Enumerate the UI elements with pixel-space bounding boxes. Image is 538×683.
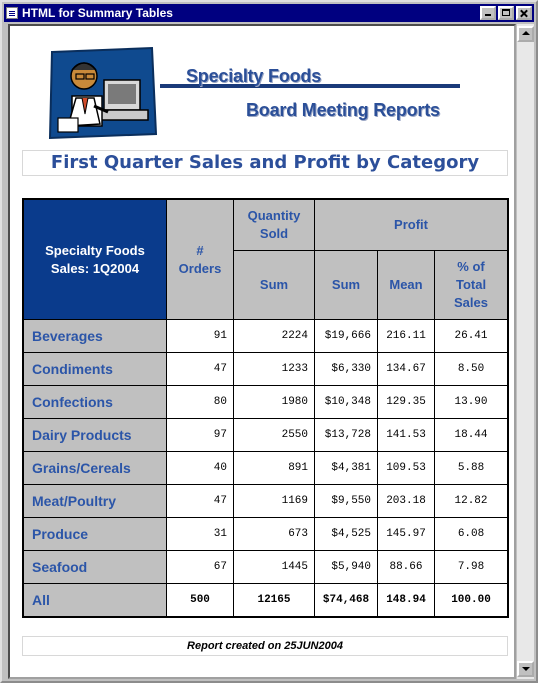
col-header-qty-sum: Sum xyxy=(234,251,314,319)
table-row: Meat/Poultry 47 1169 $9,550 203.18 12.82 xyxy=(24,485,508,517)
row-category: Confections xyxy=(24,386,166,418)
table-row: Seafood 67 1445 $5,940 88.66 7.98 xyxy=(24,551,508,583)
cell-profit-sum: $10,348 xyxy=(315,386,377,418)
banner-divider xyxy=(160,84,460,88)
cell-pct: 13.90 xyxy=(435,386,508,418)
cell-pct: 26.41 xyxy=(435,320,508,352)
title-bar[interactable]: HTML for Summary Tables xyxy=(4,4,534,22)
cell-profit-sum: $6,330 xyxy=(315,353,377,385)
cell-profit-sum: $4,525 xyxy=(315,518,377,550)
orders-label: # Orders xyxy=(178,242,222,276)
cell-profit-sum: $9,550 xyxy=(315,485,377,517)
cell-orders: 97 xyxy=(167,419,233,451)
row-category: Seafood xyxy=(24,551,166,583)
total-category: All xyxy=(24,584,166,616)
row-category: Dairy Products xyxy=(24,419,166,451)
computer-user-logo-icon xyxy=(48,46,158,140)
cell-qty-sum: 891 xyxy=(234,452,314,484)
cell-profit-sum: $19,666 xyxy=(315,320,377,352)
cell-profit-sum: $4,381 xyxy=(315,452,377,484)
row-category: Condiments xyxy=(24,353,166,385)
cell-profit-sum: $13,728 xyxy=(315,419,377,451)
table-row: Confections 80 1980 $10,348 129.35 13.90 xyxy=(24,386,508,418)
table-corner-header: Specialty Foods Sales: 1Q2004 xyxy=(24,200,166,319)
total-profit-mean: 148.94 xyxy=(378,584,434,616)
table-row: Grains/Cereals 40 891 $4,381 109.53 5.88 xyxy=(24,452,508,484)
cell-pct: 7.98 xyxy=(435,551,508,583)
scroll-down-arrow-icon[interactable] xyxy=(517,661,534,677)
pct-label: % of Total Sales xyxy=(454,259,488,310)
table-row: Dairy Products 97 2550 $13,728 141.53 18… xyxy=(24,419,508,451)
cell-orders: 91 xyxy=(167,320,233,352)
cell-profit-mean: 134.67 xyxy=(378,353,434,385)
banner-title: Specialty Foods xyxy=(186,66,322,86)
cell-profit-mean: 145.97 xyxy=(378,518,434,550)
cell-pct: 6.08 xyxy=(435,518,508,550)
col-header-profit-sum: Sum xyxy=(315,251,377,319)
cell-qty-sum: 1445 xyxy=(234,551,314,583)
cell-profit-mean: 129.35 xyxy=(378,386,434,418)
vertical-scrollbar[interactable] xyxy=(516,24,534,679)
report-banner: Specialty Foods Board Meeting Reports xyxy=(40,44,500,144)
total-orders: 500 xyxy=(167,584,233,616)
row-category: Beverages xyxy=(24,320,166,352)
scroll-up-arrow-icon[interactable] xyxy=(517,26,534,42)
row-category: Produce xyxy=(24,518,166,550)
cell-orders: 67 xyxy=(167,551,233,583)
cell-profit-mean: 141.53 xyxy=(378,419,434,451)
col-header-pct-total: % of Total Sales xyxy=(435,251,508,319)
cell-orders: 47 xyxy=(167,353,233,385)
corner-line-2: Sales: 1Q2004 xyxy=(50,260,140,276)
total-profit-sum: $74,468 xyxy=(315,584,377,616)
cell-pct: 5.88 xyxy=(435,452,508,484)
cell-qty-sum: 2224 xyxy=(234,320,314,352)
col-header-quantity: Quantity Sold xyxy=(234,200,314,250)
row-category: Grains/Cereals xyxy=(24,452,166,484)
cell-profit-sum: $5,940 xyxy=(315,551,377,583)
cell-qty-sum: 2550 xyxy=(234,419,314,451)
cell-orders: 47 xyxy=(167,485,233,517)
total-pct: 100.00 xyxy=(435,584,508,616)
document-icon[interactable] xyxy=(6,7,18,19)
total-row: All 500 12165 $74,468 148.94 100.00 xyxy=(24,584,508,616)
cell-orders: 31 xyxy=(167,518,233,550)
col-header-profit-mean: Mean xyxy=(378,251,434,319)
table-row: Beverages 91 2224 $19,666 216.11 26.41 xyxy=(24,320,508,352)
cell-qty-sum: 1169 xyxy=(234,485,314,517)
cell-pct: 12.82 xyxy=(435,485,508,517)
cell-profit-mean: 216.11 xyxy=(378,320,434,352)
total-qty-sum: 12165 xyxy=(234,584,314,616)
cell-orders: 40 xyxy=(167,452,233,484)
col-header-profit: Profit xyxy=(315,200,508,250)
close-button[interactable] xyxy=(516,6,532,20)
maximize-button[interactable] xyxy=(498,6,514,20)
cell-profit-mean: 88.66 xyxy=(378,551,434,583)
cell-pct: 8.50 xyxy=(435,353,508,385)
page-content: Specialty Foods Board Meeting Reports Fi… xyxy=(8,24,516,679)
cell-qty-sum: 1980 xyxy=(234,386,314,418)
minimize-button[interactable] xyxy=(480,6,496,20)
col-header-orders: # Orders xyxy=(167,200,233,319)
report-footer: Report created on 25JUN2004 xyxy=(22,636,508,656)
cell-qty-sum: 1233 xyxy=(234,353,314,385)
row-category: Meat/Poultry xyxy=(24,485,166,517)
table-row: Condiments 47 1233 $6,330 134.67 8.50 xyxy=(24,353,508,385)
cell-qty-sum: 673 xyxy=(234,518,314,550)
table-row: Produce 31 673 $4,525 145.97 6.08 xyxy=(24,518,508,550)
window-controls xyxy=(478,6,532,20)
cell-orders: 80 xyxy=(167,386,233,418)
cell-profit-mean: 203.18 xyxy=(378,485,434,517)
table-caption: First Quarter Sales and Profit by Catego… xyxy=(22,150,508,176)
cell-profit-mean: 109.53 xyxy=(378,452,434,484)
cell-pct: 18.44 xyxy=(435,419,508,451)
window-title: HTML for Summary Tables xyxy=(22,6,173,20)
summary-table: Specialty Foods Sales: 1Q2004 # Orders Q… xyxy=(22,198,510,618)
banner-subtitle: Board Meeting Reports xyxy=(246,100,440,120)
corner-line-1: Specialty Foods xyxy=(45,242,145,258)
